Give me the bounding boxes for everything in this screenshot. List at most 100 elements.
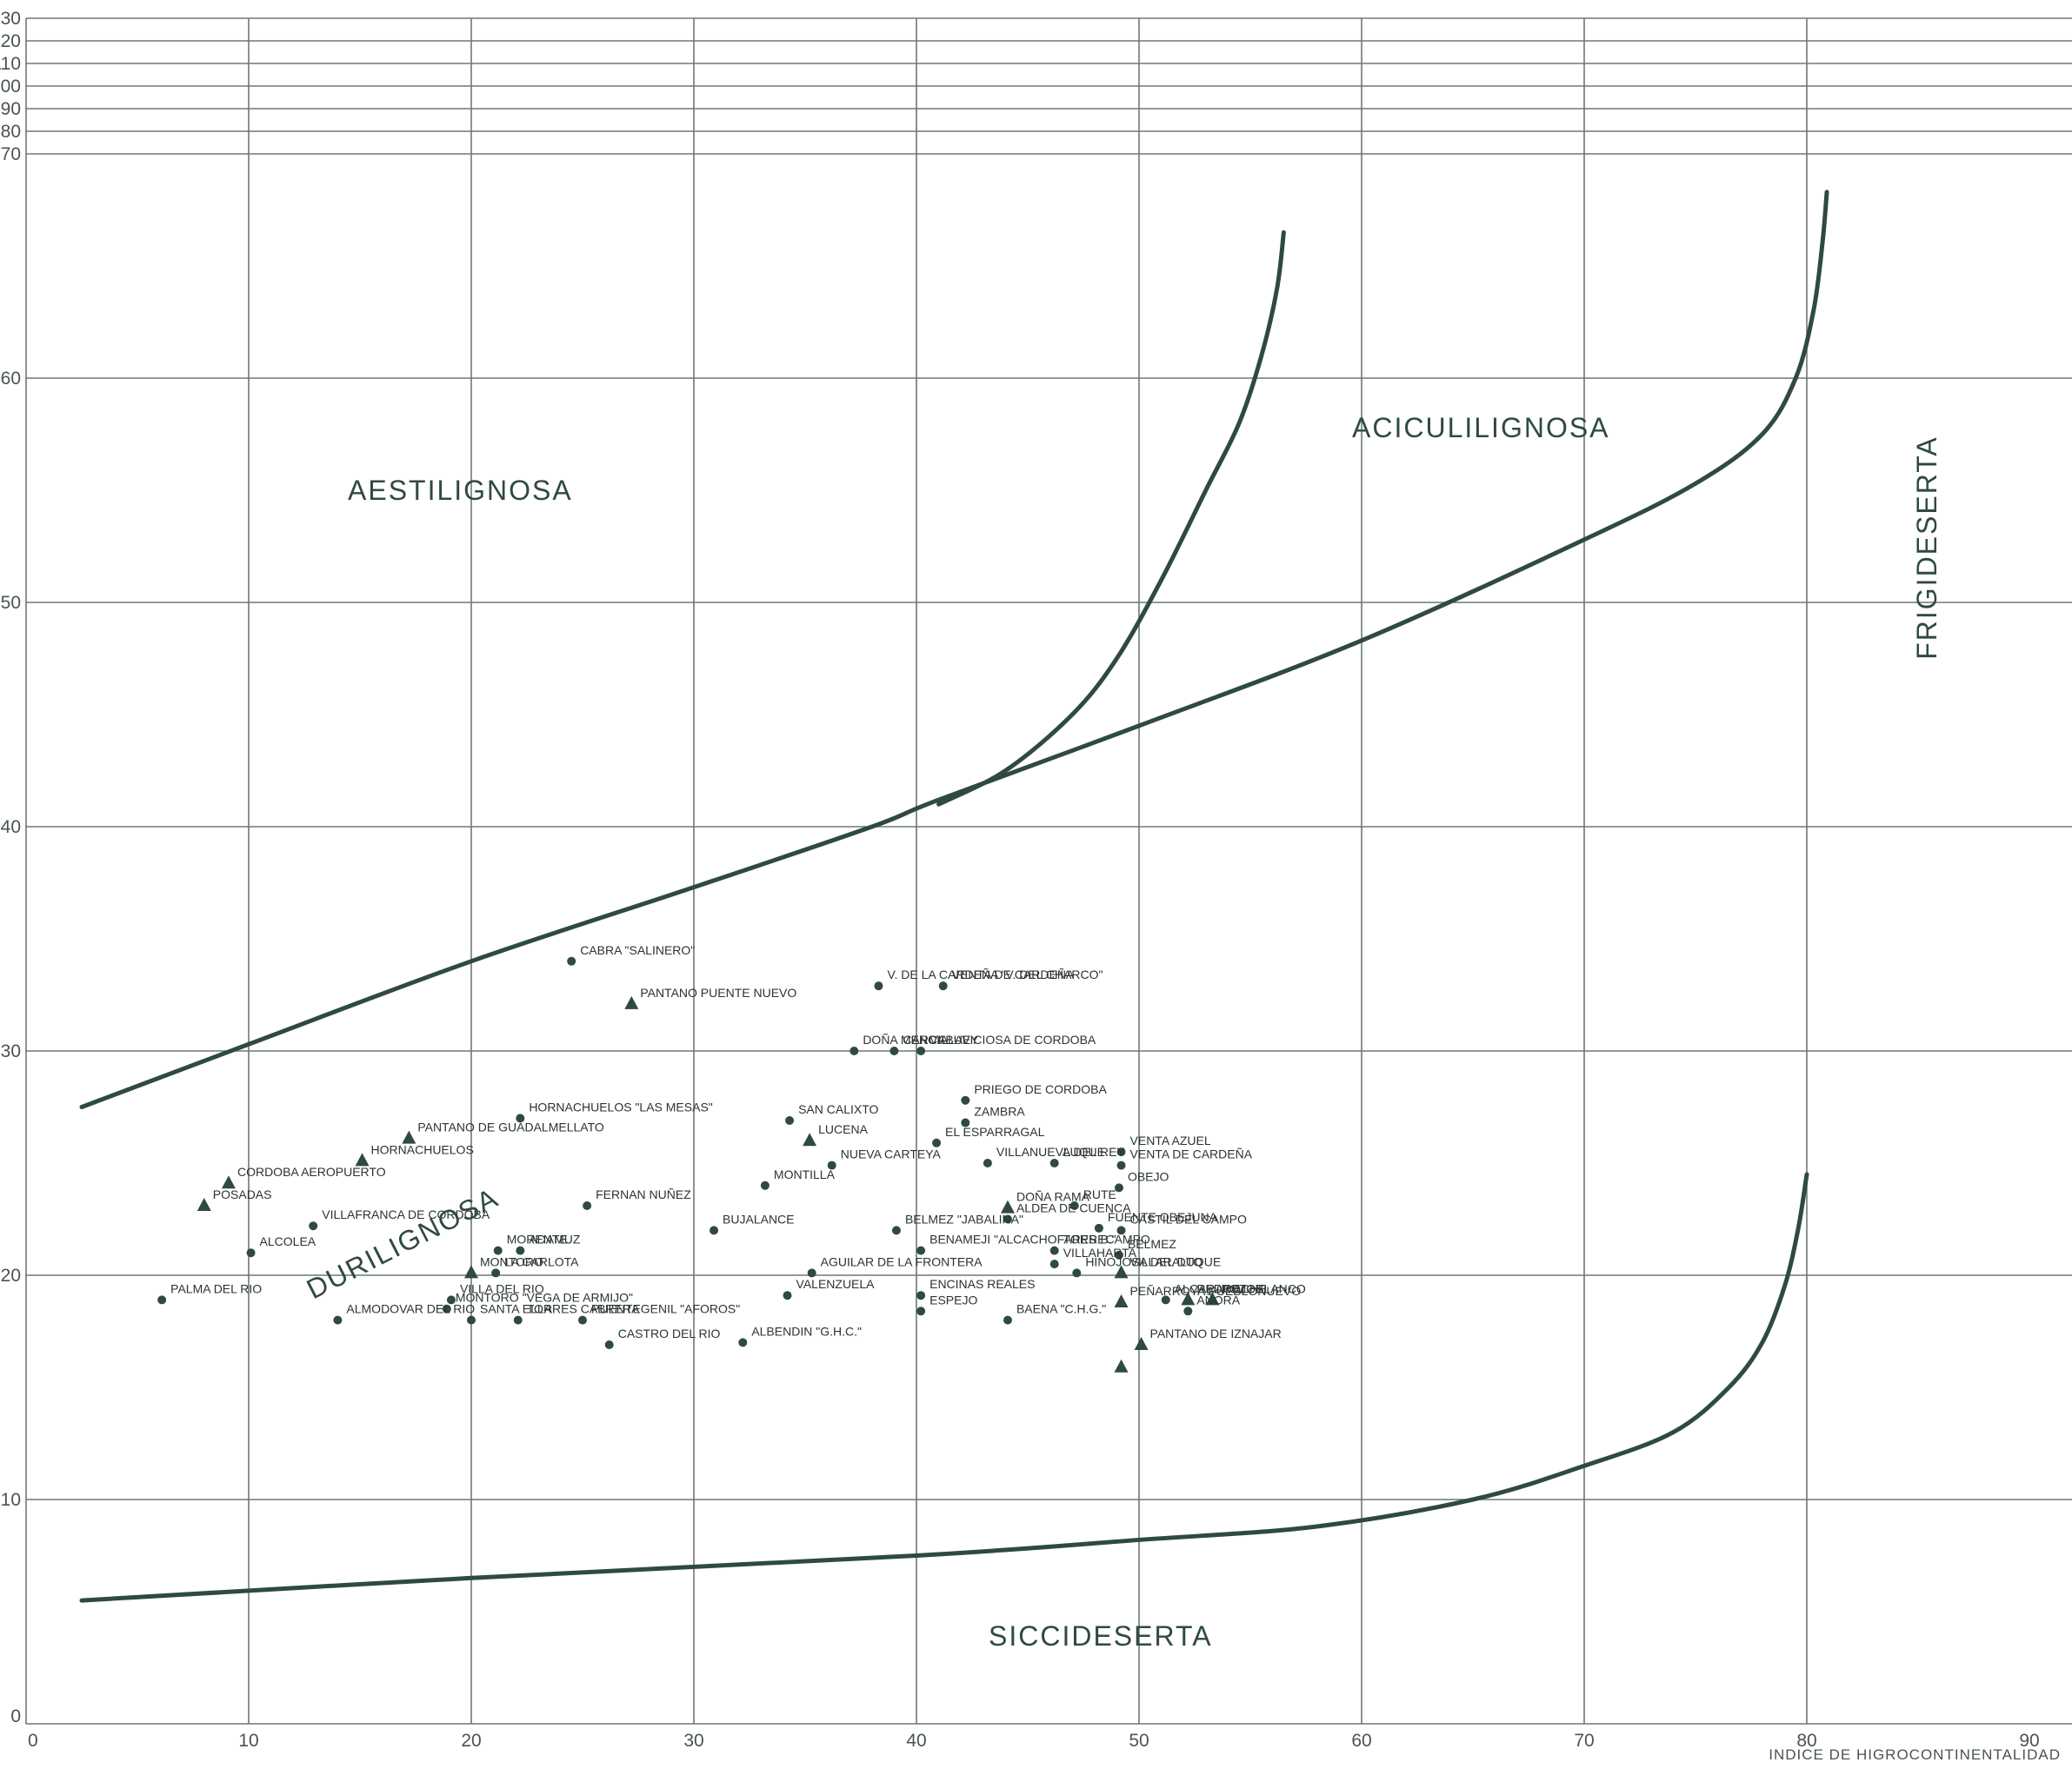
data-label: MORENTE [507, 1233, 568, 1247]
point-labels: CABRA "SALINERO" V. DE LA CARDEÑA "V. DEL… [170, 943, 1306, 1340]
data-point-triangle [1000, 1200, 1015, 1214]
data-label: CASTIL DEL CAMPO [1130, 1212, 1247, 1226]
region-label: AESTILIGNOSA [348, 475, 573, 506]
x-tick-label: 40 [906, 1731, 926, 1751]
data-point-triangle [1205, 1292, 1220, 1306]
data-point-circle [1003, 1214, 1012, 1224]
region-label: FRIGIDESERTA [1911, 436, 1942, 660]
data-label: VILLANUEVA DEL REY [996, 1145, 1126, 1159]
data-point-circle [1094, 1223, 1103, 1233]
y-tick-label: 100 [0, 76, 21, 96]
data-point-circle [442, 1304, 451, 1313]
data-label: VENTA DE CARDEÑA [952, 968, 1075, 981]
data-label: FUENTE OBEJUNA [1108, 1210, 1218, 1224]
data-label: LUQUE [1063, 1145, 1105, 1159]
data-point-triangle [221, 1175, 236, 1189]
data-label: PEÑARROYA PUEBLONUEVO [1130, 1284, 1302, 1298]
data-point-circle [961, 1095, 970, 1105]
x-tick-label: 10 [238, 1731, 258, 1751]
y-tick-label: 110 [0, 54, 21, 74]
data-label: TORRECAMPO [1063, 1233, 1150, 1247]
y-tick-label: 0 [10, 1706, 21, 1726]
data-label: ALBENDIN "G.H.C." [751, 1324, 862, 1338]
data-point-circle [516, 1246, 525, 1255]
data-points [157, 956, 1220, 1373]
data-label: VILLARALTO [1130, 1254, 1203, 1268]
data-point-circle [1183, 1307, 1193, 1316]
data-point-circle [916, 1307, 926, 1316]
data-label: VENTA AZUEL [1130, 1134, 1211, 1147]
data-point-triangle [1114, 1265, 1129, 1279]
data-label: ALCARACEJOS [1175, 1281, 1264, 1295]
data-label: ESPEJO [929, 1293, 977, 1307]
data-label: BAENA "C.H.G." [1016, 1302, 1106, 1316]
data-label: VILLA DEL RIO [460, 1281, 544, 1295]
data-label: PANTANO DE IZNAJAR [1150, 1327, 1282, 1340]
data-point-circle [1049, 1246, 1059, 1255]
data-point-circle [1116, 1226, 1126, 1235]
data-point-triangle [464, 1265, 478, 1279]
data-point-triangle [197, 1198, 211, 1212]
data-label: PUENTEGENIL "AFOROS" [591, 1302, 740, 1316]
data-point-triangle [1114, 1293, 1129, 1307]
data-point-circle [491, 1268, 501, 1278]
data-point-circle [333, 1315, 343, 1325]
x-tick-label: 60 [1351, 1731, 1371, 1751]
data-label: MONTORO [480, 1254, 543, 1268]
data-label: CARCABUEY [903, 1033, 979, 1047]
data-point-circle [246, 1248, 256, 1258]
region-label: ACICULILIGNOSA [1352, 412, 1610, 443]
y-tick-label: 70 [1, 144, 21, 164]
data-label: NUEVA CARTEYA [841, 1147, 942, 1161]
data-label: VILLAFRANCA DE CORDOBA [322, 1207, 490, 1221]
data-point-circle [938, 981, 948, 991]
data-point-triangle [1114, 1359, 1129, 1373]
data-point-circle [513, 1315, 523, 1325]
data-point-circle [932, 1138, 942, 1147]
data-label: SAN CALIXTO [798, 1102, 878, 1116]
data-label: CASTRO DEL RIO [618, 1327, 721, 1340]
data-label: HORNACHUELOS "LAS MESAS" [529, 1100, 712, 1114]
grid [25, 17, 2072, 1725]
data-label: REDROCHE [1196, 1281, 1266, 1295]
x-tick-label: 30 [683, 1731, 703, 1751]
y-tick-label: 120 [0, 31, 21, 51]
data-label: DOÑA RAMA [1016, 1190, 1090, 1204]
data-point-circle [891, 1226, 901, 1235]
data-point-circle [1114, 1250, 1123, 1260]
data-point-circle [916, 1246, 926, 1255]
data-label: ZAMBRA [974, 1105, 1025, 1119]
data-point-circle [446, 1295, 456, 1305]
x-tick-label: 90 [2019, 1731, 2039, 1751]
data-point-circle [578, 1315, 587, 1325]
y-tick-label: 90 [1, 99, 21, 119]
data-point-triangle [1181, 1292, 1196, 1306]
data-point-triangle [624, 995, 639, 1009]
data-point-circle [807, 1268, 816, 1278]
y-tick-label: 60 [1, 369, 21, 389]
boundary-curve [79, 190, 1829, 1109]
data-point-circle [583, 1201, 592, 1211]
data-label: ADAMUZ [529, 1233, 581, 1247]
data-point-circle [785, 1115, 795, 1125]
data-point-circle [493, 1246, 503, 1255]
data-label: CORDOBA AEROPUERTO [237, 1165, 386, 1179]
data-point-circle [874, 981, 883, 991]
x-axis-title: INDICE DE HIGROCONTINENTALIDAD [1769, 1746, 2061, 1763]
data-point-circle [849, 1047, 859, 1055]
data-point-circle [916, 1047, 926, 1055]
data-label: SANTA ELLA [480, 1302, 553, 1316]
boundary-curve [936, 229, 1286, 807]
data-point-triangle [1134, 1336, 1149, 1350]
data-label: MONTILLA [774, 1167, 836, 1181]
data-label: HINOJOSA DEL DUQUE [1085, 1254, 1221, 1268]
data-label: ENCINAS REALES [929, 1277, 1035, 1291]
data-point-circle [1049, 1159, 1059, 1167]
data-point-circle [1069, 1201, 1079, 1211]
y-tick-label: 50 [1, 593, 21, 613]
data-label: PALMA DEL RIO [170, 1281, 262, 1295]
data-label: BUJALANCE [723, 1212, 794, 1226]
data-label: AÑORA [1196, 1293, 1240, 1307]
data-label: BENAMEJI "ALCACHOFARES B." [929, 1233, 1116, 1247]
